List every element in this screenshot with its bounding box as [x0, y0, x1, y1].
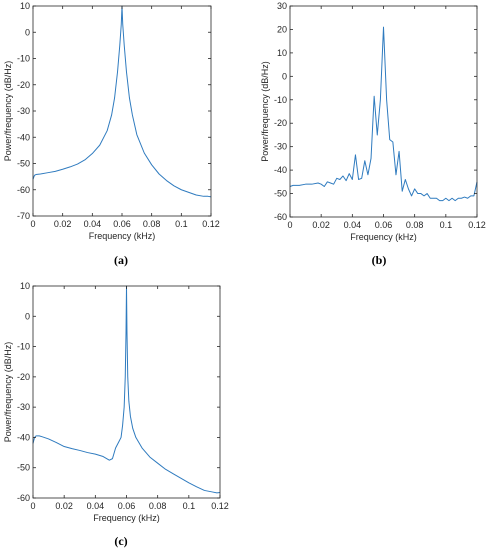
x-tick-label-a: 0.1 — [175, 219, 188, 229]
chart-c: 0 0.02 0.04 0.06 0.08 0.1 0.12 -60 -50 -40 -30 -20 -… — [3, 281, 229, 523]
y-tick-label-a: -70 — [17, 211, 30, 221]
axes-box-a — [32, 5, 212, 217]
y-tick-label-c: -50 — [17, 463, 30, 473]
x-tick-label-b: 0.04 — [344, 220, 362, 230]
panel-label-c: (c) — [114, 534, 127, 548]
y-axis-title-b: Power/frequency (dB/Hz) — [260, 61, 270, 162]
y-tick-label-b: -30 — [274, 142, 287, 152]
y-tick-label-c: -20 — [17, 372, 30, 382]
y-tick-label-b: -40 — [274, 165, 287, 175]
x-tick-label-c: 0.04 — [87, 501, 105, 511]
x-axis-title-a: Frequency (kHz) — [89, 231, 156, 241]
x-tick-label-a: 0.06 — [113, 219, 131, 229]
x-tick-label-b: 0.02 — [312, 220, 330, 230]
y-axis-title-c: Power/frequency (dB/Hz) — [3, 342, 13, 443]
y-tick-label-a: 0 — [25, 27, 30, 37]
y-axis-title-a: Power/frequency (dB/Hz) — [3, 61, 13, 162]
chart-a: 0 0.02 0.04 0.06 0.08 0.1 0.12 -70 -60 -50 -40 -30 -… — [3, 1, 220, 241]
x-tick-label-a: 0.08 — [143, 219, 161, 229]
x-tick-label-c: 0.12 — [211, 501, 229, 511]
y-tick-label-a: -10 — [17, 54, 30, 64]
y-tick-label-b: -60 — [274, 212, 287, 222]
x-tick-label-b: 0.06 — [375, 220, 393, 230]
series-line-a-0 — [32, 5, 212, 198]
x-tick-label-a: 0.04 — [84, 219, 102, 229]
x-tick-label-c: 0.1 — [183, 501, 196, 511]
panel-label-b: (b) — [372, 253, 387, 267]
y-tick-label-a: -30 — [17, 106, 30, 116]
y-tick-label-a: -20 — [17, 80, 30, 90]
series-line-b-0 — [289, 26, 478, 202]
y-tick-label-b: -50 — [274, 189, 287, 199]
y-tick-label-a: -40 — [17, 132, 30, 142]
x-tick-label-b: 0.12 — [468, 220, 486, 230]
y-tick-label-c: -40 — [17, 432, 30, 442]
y-tick-label-c: 0 — [25, 311, 30, 321]
y-tick-label-b: -20 — [274, 118, 287, 128]
y-tick-label-a: -60 — [17, 185, 30, 195]
y-tick-label-a: -50 — [17, 159, 30, 169]
x-tick-label-c: 0.08 — [149, 501, 167, 511]
y-tick-label-b: 10 — [277, 48, 287, 58]
y-tick-label-c: -10 — [17, 342, 30, 352]
y-tick-label-b: 0 — [282, 71, 287, 81]
x-axis-title-b: Frequency (kHz) — [350, 232, 417, 242]
panel-label-a: (a) — [114, 253, 128, 267]
x-tick-label-a: 0 — [30, 219, 35, 229]
series-line-c-0 — [32, 285, 221, 494]
y-tick-label-b: -10 — [274, 95, 287, 105]
y-tick-label-c: -30 — [17, 402, 30, 412]
y-tick-label-c: -60 — [17, 493, 30, 503]
x-tick-label-b: 0.1 — [440, 220, 453, 230]
x-tick-label-c: 0 — [30, 501, 35, 511]
x-tick-label-c: 0.06 — [118, 501, 136, 511]
chart-b: 0 0.02 0.04 0.06 0.08 0.1 0.12 -60 -50 -40 -30 -20 -… — [260, 1, 486, 242]
x-tick-label-c: 0.02 — [55, 501, 73, 511]
y-tick-label-b: 30 — [277, 1, 287, 11]
x-tick-label-b: 0.08 — [406, 220, 424, 230]
y-tick-label-a: 10 — [20, 1, 30, 11]
x-tick-label-a: 0.12 — [202, 219, 220, 229]
x-tick-label-b: 0 — [287, 220, 292, 230]
y-tick-label-c: 10 — [20, 281, 30, 291]
y-tick-label-b: 20 — [277, 24, 287, 34]
x-tick-label-a: 0.02 — [54, 219, 72, 229]
x-axis-title-c: Frequency (kHz) — [93, 513, 160, 523]
